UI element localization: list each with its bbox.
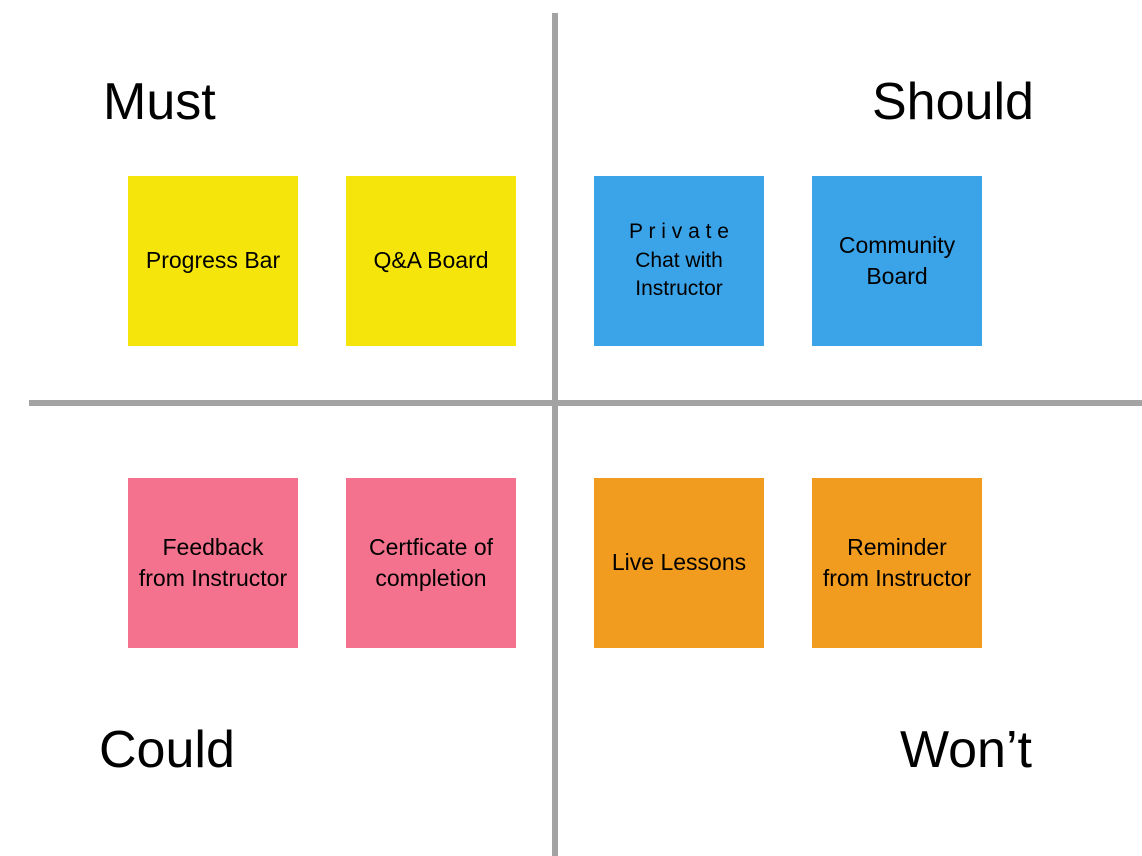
card-live-lessons: Live Lessons [594, 478, 764, 648]
card-feedback: Feedback from Instructor [128, 478, 298, 648]
quadrant-label-could: Could [99, 720, 235, 780]
quadrant-label-must: Must [103, 72, 216, 132]
axis-horizontal [29, 400, 1142, 406]
card-private-chat: P r i v a t e Chat with Instructor [594, 176, 764, 346]
card-reminder: Reminder from Instructor [812, 478, 982, 648]
quadrant-label-should: Should [872, 72, 1034, 132]
axis-vertical [552, 13, 558, 856]
quadrant-label-wont: Won’t [900, 720, 1032, 780]
card-community-board: Community Board [812, 176, 982, 346]
card-certificate: Certficate of completion [346, 478, 516, 648]
card-qa-board: Q&A Board [346, 176, 516, 346]
card-progress-bar: Progress Bar [128, 176, 298, 346]
